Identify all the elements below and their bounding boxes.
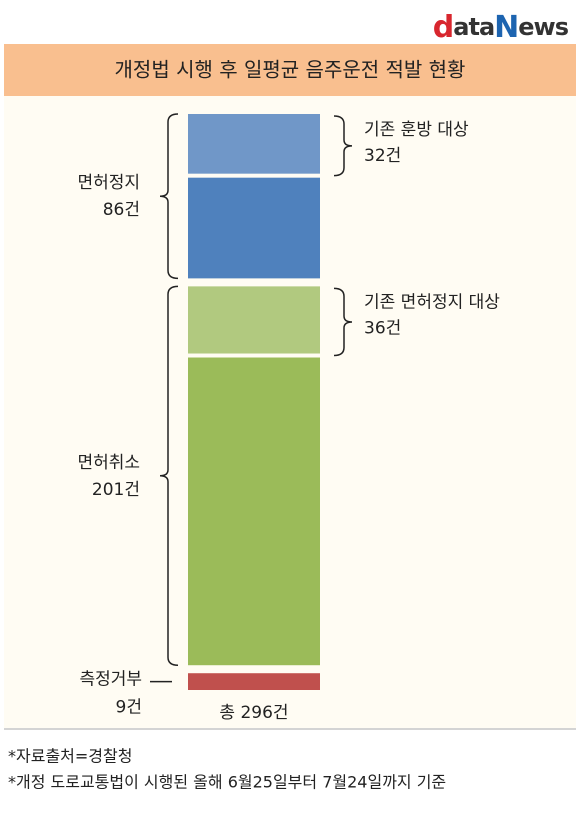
logo: dataNews — [433, 10, 569, 45]
group-value: 9건 — [116, 698, 142, 718]
bracket — [333, 115, 353, 177]
segment-label: 기존 훈방 대상 — [364, 120, 469, 140]
bracket — [159, 285, 179, 666]
title-band — [4, 44, 576, 96]
bar-segment — [188, 177, 320, 279]
footnote: *자료출처=경찰청 — [8, 747, 132, 766]
logo-part: ews — [518, 13, 568, 41]
group-label: 면허정지 — [77, 173, 140, 193]
footnote: *개정 도로교통법이 시행된 올해 6월25일부터 7월24일까지 기준 — [8, 773, 446, 792]
segment-value: 36건 — [364, 318, 401, 338]
group-value: 86건 — [103, 200, 140, 220]
bar-segment — [188, 114, 320, 174]
total-label: 총 296건 — [219, 703, 288, 723]
bracket — [333, 287, 353, 357]
segment-label: 기존 면허정지 대상 — [364, 292, 500, 312]
group-value: 201건 — [92, 480, 140, 500]
logo-part: N — [494, 10, 518, 45]
chart-title: 개정법 시행 후 일평균 음주운전 적발 현황 — [115, 58, 466, 82]
bar-segment — [188, 673, 320, 690]
logo-part: d — [433, 10, 453, 45]
bar-segment — [188, 357, 320, 666]
segment-value: 32건 — [364, 146, 401, 166]
logo-part: ata — [453, 13, 494, 41]
bracket — [159, 113, 179, 280]
bar-segment — [188, 286, 320, 354]
group-label: 측정거부 — [79, 670, 142, 690]
group-label: 면허취소 — [77, 453, 140, 473]
